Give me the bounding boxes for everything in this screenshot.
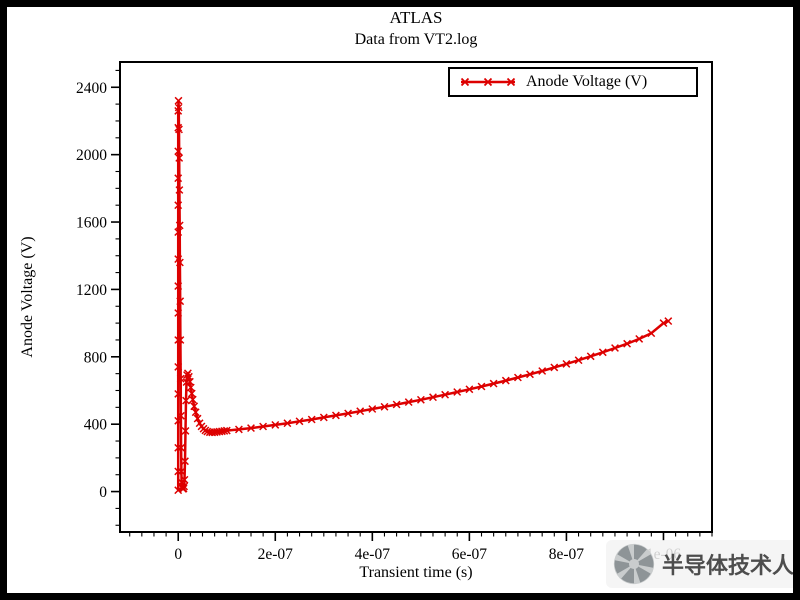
- x-tick-label: 0: [174, 546, 182, 563]
- x-axis-label: Transient time (s): [359, 564, 473, 581]
- y-tick-label: 0: [99, 484, 107, 501]
- series-line-anode-voltage: [176, 99, 670, 492]
- chart-subtitle: Data from VT2.log: [354, 31, 478, 48]
- watermark-text: 半导体技术人: [662, 553, 795, 578]
- x-tick-label: 2e-07: [258, 546, 294, 563]
- y-axis-label: Anode Voltage (V): [19, 236, 36, 358]
- chart-title: ATLAS: [389, 8, 443, 27]
- x-tick-label: 6e-07: [452, 546, 488, 563]
- watermark: 半导体技术人: [606, 540, 800, 588]
- legend-label: Anode Voltage (V): [526, 73, 648, 90]
- pinwheel-logo-icon: [613, 543, 655, 585]
- series-markers-anode-voltage: [174, 96, 673, 495]
- y-tick-label: 2000: [76, 147, 107, 164]
- x-tick-label: 8e-07: [549, 546, 585, 563]
- legend-marker-line: [460, 77, 516, 87]
- y-tick-label: 1600: [76, 215, 107, 232]
- y-tick-label: 400: [84, 417, 108, 434]
- y-tick-label: 2400: [76, 80, 107, 97]
- plot-frame: [119, 61, 713, 533]
- y-tick-label: 800: [84, 349, 108, 366]
- x-tick-label: 4e-07: [355, 546, 391, 563]
- y-tick-label: 1200: [76, 282, 107, 299]
- legend: Anode Voltage (V): [448, 67, 698, 97]
